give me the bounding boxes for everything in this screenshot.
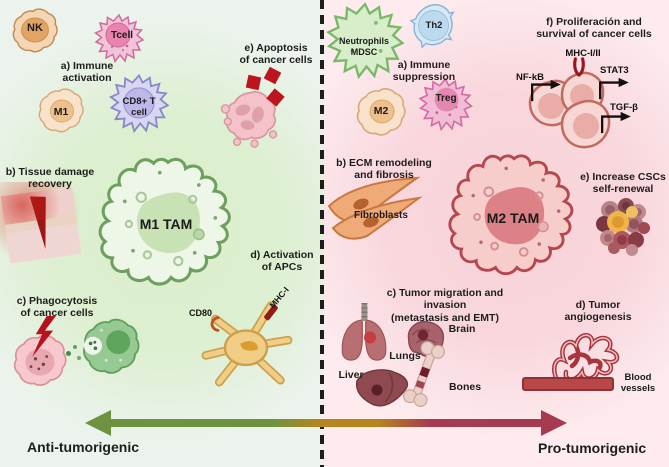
immune-suppression-label: a) Immune suppression xyxy=(392,59,456,84)
debris-dot xyxy=(66,351,71,356)
debris-dot xyxy=(73,345,77,349)
nfkb-promoter-arrow-icon xyxy=(531,79,561,102)
treg-cell-icon xyxy=(418,77,473,132)
m1-tam-cell-icon xyxy=(98,157,231,286)
proliferation-label: f) Proliferación and survival of cancer … xyxy=(536,16,652,41)
nfkb-label: NF-kB xyxy=(516,72,544,83)
polarization-arrow xyxy=(85,410,567,436)
apc-activation-label: d) Activation of APCs xyxy=(250,249,314,274)
blood-vessel-icon xyxy=(522,377,614,391)
apoptosis-label: e) Apoptosis of cancer cells xyxy=(239,42,313,67)
anti-tumorigenic-footer: Anti-tumorigenic xyxy=(27,439,139,455)
angiogenesis-label: d) Tumor angiogenesis xyxy=(564,299,632,324)
cd8-tcell-icon xyxy=(109,73,170,134)
apoptotic-fragment-icon xyxy=(245,74,262,91)
m2-tam-cell-icon xyxy=(448,154,574,276)
m1-cell-label: M1 xyxy=(53,106,69,118)
stat3-label: STAT3 xyxy=(600,65,629,76)
bone-icon xyxy=(402,341,446,407)
tcell-label: Tcell xyxy=(110,30,134,41)
liver-label: Liver xyxy=(338,369,364,381)
immune-activation-label: a) Immune activation xyxy=(60,60,114,85)
th2-cell-icon xyxy=(409,4,455,49)
m1-tam-label: M1 TAM xyxy=(139,216,193,232)
csc-cluster-icon xyxy=(596,198,650,256)
phagocytosed-cancer-cell-icon xyxy=(13,334,67,386)
tgfb-label: TGF-β xyxy=(610,102,638,113)
mhc12-label: MHC-I/II xyxy=(565,48,601,59)
m2-tam-label: M2 TAM xyxy=(486,210,540,226)
phagocytosis-label: c) Phagocytosis of cancer cells xyxy=(16,295,98,320)
tissue-damage-label: b) Tissue damage recovery xyxy=(5,166,95,191)
mhc12-receptor-icon xyxy=(573,57,585,77)
nk-cell-label: NK xyxy=(27,22,43,34)
debris-dot xyxy=(77,356,81,360)
fibroblasts-icon xyxy=(327,176,423,240)
treg-label: Treg xyxy=(435,93,457,104)
pro-tumorigenic-footer: Pro-tumorigenic xyxy=(538,440,647,456)
fibroblasts-label: Fibroblasts xyxy=(354,210,408,221)
m1-cell-icon xyxy=(38,88,84,133)
lungs-label: Lungs xyxy=(389,350,421,362)
capillary-tangle-icon xyxy=(552,333,620,385)
apc-dendritic-cell-icon xyxy=(201,301,293,387)
bones-label: Bones xyxy=(448,381,482,393)
dashed-divider xyxy=(320,0,324,467)
m2-cell-icon xyxy=(356,88,406,136)
neutrophils-mdsc-cell-icon xyxy=(326,2,405,80)
tcell-icon xyxy=(94,13,145,64)
neutrophils-label: Neutrophils MDSC xyxy=(336,36,392,59)
brain-label: Brain xyxy=(448,323,476,335)
apoptotic-cell-icon xyxy=(220,91,278,148)
stat3-promoter-arrow-icon xyxy=(599,77,629,100)
nk-cell-icon xyxy=(12,8,58,53)
tissue-icon xyxy=(0,186,82,264)
liver-icon xyxy=(355,369,408,407)
cscs-label: e) Increase CSCs self-renewal xyxy=(580,171,666,196)
lungs-icon xyxy=(341,303,387,361)
cd8-tcell-label: CD8+ T cell xyxy=(122,96,156,119)
blood-vessels-label: Blood vessels xyxy=(620,372,656,395)
neutrophils-text: Neutrophils xyxy=(338,36,389,46)
mdsc-text: MDSC xyxy=(350,47,378,58)
ecm-label: b) ECM remodeling and fibrosis xyxy=(336,157,432,182)
tgfb-promoter-arrow-icon xyxy=(601,111,631,134)
migration-label: c) Tumor migration and invasion (metasta… xyxy=(386,287,504,324)
th2-label: Th2 xyxy=(425,20,443,31)
cd80-label: CD80 xyxy=(189,308,213,318)
cancer-cell-cluster-icon xyxy=(528,71,611,149)
phagocytosing-macrophage-icon xyxy=(83,318,140,374)
cd80-receptor-icon xyxy=(210,316,220,332)
lightning-icon xyxy=(32,316,56,358)
m2-label: M2 xyxy=(373,105,389,117)
